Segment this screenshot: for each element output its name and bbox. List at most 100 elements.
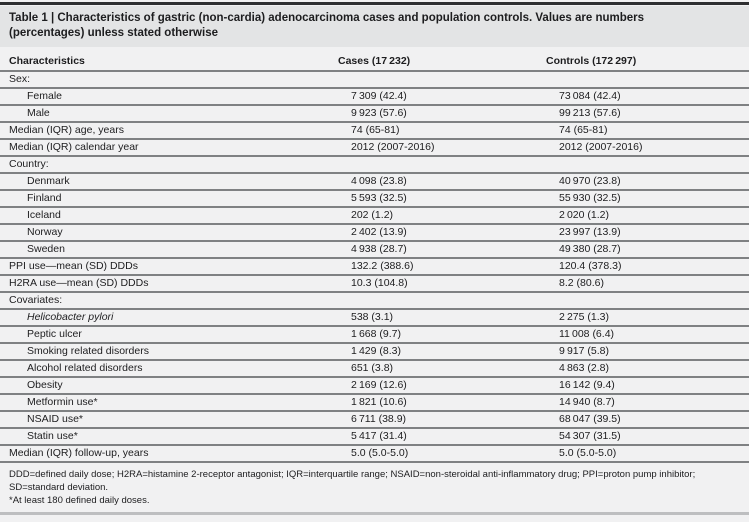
column-header-characteristics: Characteristics [9,55,85,67]
table-row: Median (IQR) calendar year 2012 (2007-201… [0,140,749,157]
row-controls-value: 120.4 (378.3) [559,260,622,272]
row-cases-value: 132.2 (388.6) [351,260,414,272]
row-cases-value [338,72,546,87]
row-label: Covariates: [9,294,63,306]
row-cases-value: 1 821 (10.6) [351,396,407,408]
table-row: Denmark 4 098 (23.8) 40 970 (23.8) [0,174,749,191]
table-row: PPI use—mean (SD) DDDs 132.2 (388.6) 120.4… [0,259,749,276]
table-row: Obesity 2 169 (12.6) 16 142 (9.4) [0,378,749,395]
row-label: Norway [27,226,63,238]
row-cases-value [338,157,546,172]
row-label: H2RA use—mean (SD) DDDs [9,277,149,289]
row-controls-value: 54 307 (31.5) [559,430,621,442]
row-controls-value: 68 047 (39.5) [559,413,621,425]
table-group-row: Sex: [0,72,749,89]
row-controls-value: 16 142 (9.4) [559,379,615,391]
row-label: Peptic ulcer [27,328,82,340]
row-cases-value: 6 711 (38.9) [351,413,407,425]
row-cases-value: 2 169 (12.6) [351,379,407,391]
table-row: H2RA use—mean (SD) DDDs 10.3 (104.8) 8.2 (… [0,276,749,293]
row-controls-value: 49 380 (28.7) [559,243,621,255]
table-row: Metformin use* 1 821 (10.6) 14 940 (8.7) [0,395,749,412]
row-cases-value: 202 (1.2) [351,209,394,221]
row-controls-value: 99 213 (57.6) [559,107,621,119]
table-header-row: Characteristics Cases (17 232) Controls … [0,47,749,72]
table-footnotes: DDD=defined daily dose; H2RA=histamine 2… [0,463,749,507]
table-row: Alcohol related disorders 651 (3.8) 4 863 … [0,361,749,378]
row-controls-value: 2 275 (1.3) [559,311,609,323]
row-label: Country: [9,158,49,170]
row-label: Statin use* [27,430,78,442]
row-label: PPI use—mean (SD) DDDs [9,260,138,272]
table-top-rule [0,2,749,5]
row-controls-value: 9 917 (5.8) [559,345,609,357]
row-label: Alcohol related disorders [27,362,143,374]
row-controls-value: 5.0 (5.0-5.0) [559,447,617,459]
table-row: Smoking related disorders 1 429 (8.3) 9 91… [0,344,749,361]
row-controls-value: 2012 (2007-2016) [559,141,643,153]
table-title: Table 1 | Characteristics of gastric (no… [0,6,749,47]
table-row: Female 7 309 (42.4) 73 084 (42.4) [0,89,749,106]
table-row: Finland 5 593 (32.5) 55 930 (32.5) [0,191,749,208]
row-label: Sex: [9,73,31,85]
table-row: Iceland 202 (1.2) 2 020 (1.2) [0,208,749,225]
table-title-line2: (percentages) unless stated otherwise [9,27,218,39]
row-controls-value: 73 084 (42.4) [559,90,621,102]
row-label: Sweden [27,243,65,255]
row-label: Smoking related disorders [27,345,149,357]
row-cases-value: 7 309 (42.4) [351,90,407,102]
table-body: Sex: Female 7 309 (42.4) 73 084 (42.4) Male 9… [0,72,749,463]
column-header-cases: Cases (17 232) [338,55,411,67]
row-label: Denmark [27,175,70,187]
table-row: Male 9 923 (57.6) 99 213 (57.6) [0,106,749,123]
table-row: Peptic ulcer 1 668 (9.7) 11 008 (6.4) [0,327,749,344]
row-label: Male [27,107,50,119]
footnote-abbreviations: DDD=defined daily dose; H2RA=histamine 2… [9,469,696,493]
row-cases-value: 9 923 (57.6) [351,107,407,119]
row-cases-value: 5 417 (31.4) [351,430,407,442]
table-bottom-rule [0,512,749,515]
footnote-asterisk: *At least 180 defined daily doses. [9,495,150,506]
row-cases-value: 538 (3.1) [351,311,394,323]
row-label: Median (IQR) calendar year [9,141,139,153]
row-controls-value [546,293,749,308]
row-label: Helicobacter pylori [27,311,114,323]
row-cases-value: 5 593 (32.5) [351,192,407,204]
row-controls-value: 14 940 (8.7) [559,396,615,408]
row-controls-value [546,157,749,172]
row-cases-value: 4 938 (28.7) [351,243,407,255]
row-controls-value: 40 970 (23.8) [559,175,621,187]
row-controls-value: 4 863 (2.8) [559,362,609,374]
row-controls-value: 2 020 (1.2) [559,209,609,221]
row-cases-value: 10.3 (104.8) [351,277,408,289]
row-cases-value: 4 098 (23.8) [351,175,407,187]
table-group-row: Covariates: [0,293,749,310]
row-controls-value: 74 (65-81) [559,124,608,136]
row-controls-value: 55 930 (32.5) [559,192,621,204]
table-group-row: Country: [0,157,749,174]
row-label: Finland [27,192,62,204]
table-row: NSAID use* 6 711 (38.9) 68 047 (39.5) [0,412,749,429]
row-cases-value: 2012 (2007-2016) [351,141,435,153]
table-row: Sweden 4 938 (28.7) 49 380 (28.7) [0,242,749,259]
row-label: NSAID use* [27,413,84,425]
table-row: Helicobacter pylori 538 (3.1) 2 275 (1.3) [0,310,749,327]
row-cases-value: 651 (3.8) [351,362,394,374]
table-row: Median (IQR) follow-up, years 5.0 (5.0-5.… [0,446,749,463]
row-cases-value: 1 429 (8.3) [351,345,401,357]
table-row: Statin use* 5 417 (31.4) 54 307 (31.5) [0,429,749,446]
row-controls-value: 11 008 (6.4) [559,328,615,340]
table-title-line1: Table 1 | Characteristics of gastric (no… [9,12,645,24]
row-label: Metformin use* [27,396,98,408]
row-cases-value [338,293,546,308]
column-header-controls: Controls (172 297) [546,55,637,67]
row-cases-value: 2 402 (13.9) [351,226,407,238]
row-label: Median (IQR) follow-up, years [9,447,149,459]
row-label: Median (IQR) age, years [9,124,124,136]
row-controls-value: 8.2 (80.6) [559,277,604,289]
row-label: Iceland [27,209,61,221]
row-controls-value [546,72,749,87]
row-cases-value: 1 668 (9.7) [351,328,401,340]
table-row: Norway 2 402 (13.9) 23 997 (13.9) [0,225,749,242]
row-label: Female [27,90,63,102]
